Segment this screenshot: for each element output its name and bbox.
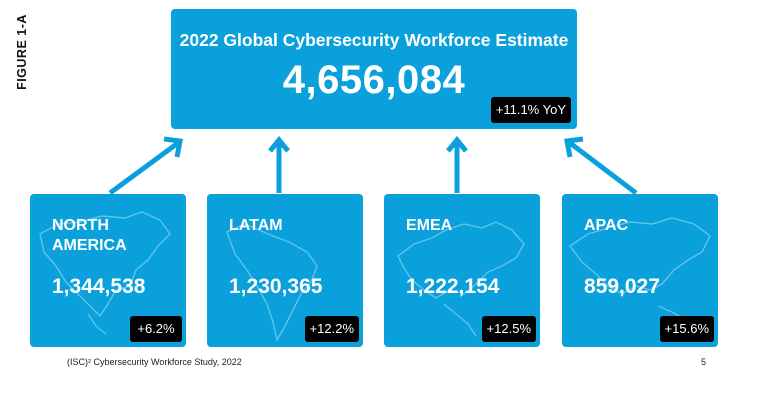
global-change-badge: +11.1% YoY — [490, 97, 571, 123]
figure-label: FIGURE 1-A — [14, 12, 30, 92]
global-estimate-title: 2022 Global Cybersecurity Workforce Esti… — [179, 30, 569, 50]
region-value: 1,344,538 — [52, 275, 146, 298]
region-value: 1,222,154 — [406, 275, 500, 298]
region-value: 1,230,365 — [229, 275, 323, 298]
latin-america-map-icon — [226, 223, 318, 342]
region-apac: APAC 859,027 +15.6% — [562, 194, 718, 347]
arrow-emea — [446, 136, 468, 193]
region-name: LATAM — [229, 217, 283, 234]
region-value: 859,027 — [584, 275, 660, 298]
region-name: NORTH AMERICA — [52, 217, 127, 254]
region-name: APAC — [584, 217, 629, 234]
figure-label-text: FIGURE 1-A — [15, 14, 29, 90]
region-north-america: NORTH AMERICA 1,344,538 +6.2% — [30, 194, 186, 347]
arrow-apac — [564, 136, 638, 195]
arrow-north-america — [108, 136, 183, 196]
region-change-badge: +6.2% — [130, 316, 182, 342]
north-america-map-icon — [39, 211, 171, 335]
source-citation: (ISC)² Cybersecurity Workforce Study, 20… — [67, 357, 242, 367]
region-latam: LATAM 1,230,365 +12.2% — [207, 194, 363, 347]
page-number: 5 — [701, 357, 707, 367]
region-name: EMEA — [406, 217, 453, 234]
region-emea: EMEA 1,222,154 +12.5% — [384, 194, 540, 347]
global-estimate-box: 2022 Global Cybersecurity Workforce Esti… — [171, 9, 577, 129]
arrow-latam — [268, 136, 290, 193]
europe-map-icon — [397, 221, 525, 337]
global-estimate-value: 4,656,084 — [282, 58, 466, 102]
region-change-badge: +12.2% — [304, 316, 359, 342]
region-change-badge: +15.6% — [659, 316, 714, 342]
region-change-badge: +12.5% — [481, 316, 536, 342]
